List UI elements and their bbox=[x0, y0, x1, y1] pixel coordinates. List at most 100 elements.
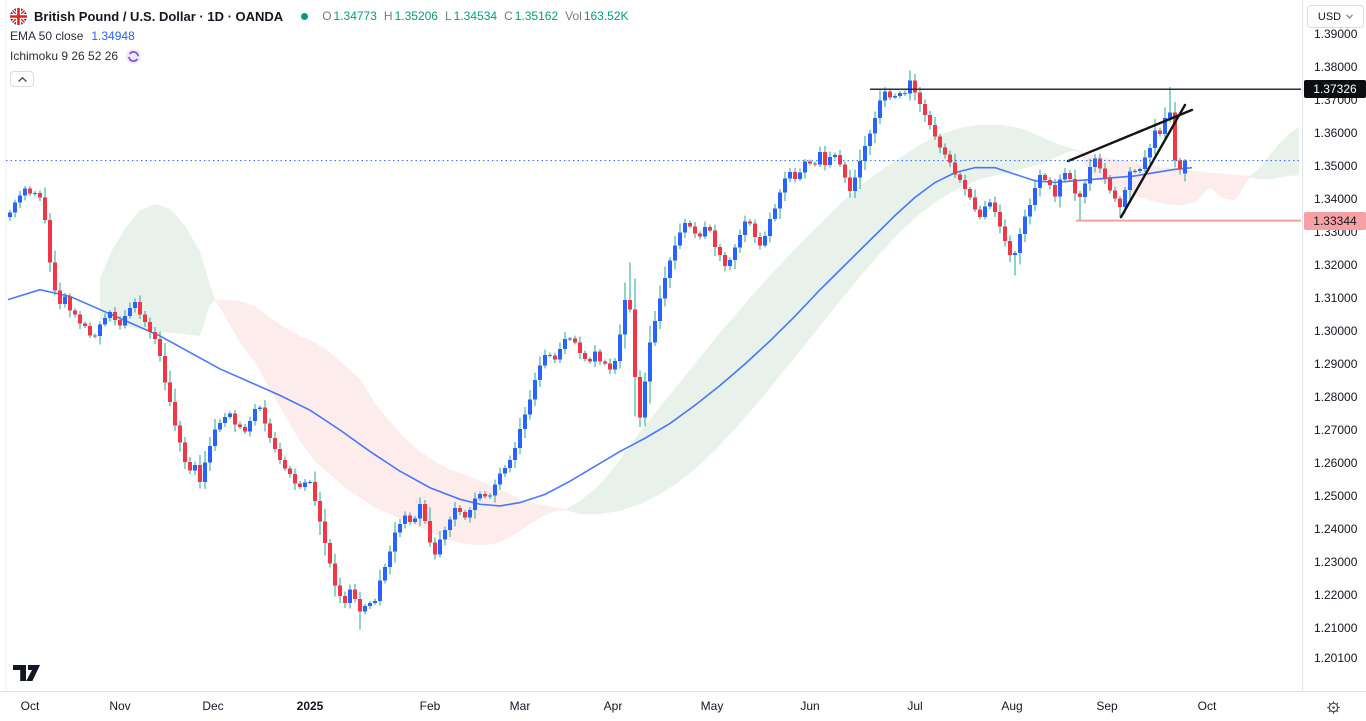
trendline[interactable] bbox=[1119, 103, 1187, 219]
trendline[interactable] bbox=[1066, 108, 1194, 163]
candle-down bbox=[993, 202, 997, 212]
candle-down bbox=[598, 351, 602, 362]
candle-up bbox=[773, 208, 777, 219]
candle-down bbox=[973, 197, 977, 210]
candle-up bbox=[643, 381, 647, 418]
ichimoku-indicator-row[interactable]: Ichimoku 9 26 52 26 bbox=[10, 46, 636, 66]
candle-up bbox=[538, 365, 542, 380]
candle-down bbox=[48, 219, 52, 263]
axis-settings-gear-icon[interactable] bbox=[1324, 698, 1342, 716]
candle-down bbox=[753, 223, 757, 237]
candle-down bbox=[198, 465, 202, 483]
candle-down bbox=[283, 460, 287, 469]
market-status-dot[interactable] bbox=[301, 12, 309, 20]
candle-up bbox=[1153, 130, 1157, 148]
candle-down bbox=[633, 309, 637, 378]
candle-up bbox=[388, 551, 392, 568]
candle-down bbox=[78, 314, 82, 324]
candle-up bbox=[383, 567, 387, 581]
candle-down bbox=[928, 115, 932, 126]
candle-down bbox=[1008, 240, 1012, 256]
time-label: Aug bbox=[1001, 699, 1023, 713]
indicator-loading-spinner-icon bbox=[126, 48, 142, 64]
close-label: C bbox=[504, 9, 513, 23]
candle-down bbox=[793, 171, 797, 180]
candle-up bbox=[453, 508, 457, 520]
candle-down bbox=[458, 508, 462, 513]
candle-down bbox=[823, 152, 827, 166]
candle-down bbox=[1103, 168, 1107, 179]
price-axis[interactable]: USD 1.39000 1.38000 1.37000 1.36000 1.35000 1… bbox=[1302, 0, 1366, 691]
ema-indicator-row[interactable]: EMA 50 close 1.34948 bbox=[10, 26, 636, 46]
candle-up bbox=[648, 342, 652, 382]
candle-up bbox=[1148, 147, 1152, 158]
candle-up bbox=[878, 100, 882, 119]
candle-down bbox=[318, 500, 322, 522]
candle-up bbox=[898, 92, 902, 96]
candle-down bbox=[948, 154, 952, 163]
ichimoku-cloud bbox=[100, 203, 215, 336]
tradingview-logo[interactable] bbox=[13, 665, 43, 683]
symbol-title[interactable]: British Pound / U.S. Dollar · 1D · OANDA bbox=[34, 8, 284, 24]
candle-down bbox=[688, 223, 692, 227]
candle-up bbox=[443, 529, 447, 540]
candle-down bbox=[88, 325, 92, 336]
candle-down bbox=[138, 301, 142, 315]
support-price-label[interactable]: 1.33344 bbox=[1304, 211, 1366, 230]
price-tick: 1.39000 bbox=[1314, 27, 1358, 41]
candle-down bbox=[243, 427, 247, 432]
candle-up bbox=[248, 421, 252, 432]
candle-down bbox=[1173, 112, 1177, 161]
ichimoku-label: Ichimoku 9 26 52 26 bbox=[10, 49, 119, 63]
price-tick: 1.36000 bbox=[1314, 126, 1358, 140]
candle-down bbox=[113, 311, 117, 320]
candle-up bbox=[518, 428, 522, 448]
candle-up bbox=[763, 235, 767, 246]
collapse-legend-button[interactable] bbox=[10, 71, 34, 87]
time-label: Mar bbox=[509, 699, 531, 713]
low-label: L bbox=[444, 9, 452, 23]
candle-down bbox=[1043, 175, 1047, 180]
candle-up bbox=[1143, 157, 1147, 170]
candle-down bbox=[273, 438, 277, 450]
candle-up bbox=[303, 482, 307, 487]
price-tick: 1.20100 bbox=[1314, 650, 1358, 665]
candle-up bbox=[1168, 112, 1172, 118]
candle-up bbox=[133, 301, 137, 308]
candle-up bbox=[523, 414, 527, 429]
resistance-price-label[interactable]: 1.37326 bbox=[1304, 80, 1366, 99]
candle-down bbox=[713, 230, 717, 248]
candle-down bbox=[978, 209, 982, 218]
candle-down bbox=[953, 162, 957, 175]
candle-up bbox=[1058, 179, 1062, 197]
candle-down bbox=[608, 363, 612, 370]
candle-down bbox=[943, 147, 947, 155]
candle-up bbox=[778, 192, 782, 209]
candle-down bbox=[1078, 193, 1082, 197]
candle-up bbox=[803, 161, 807, 173]
time-label: Apr bbox=[603, 699, 623, 713]
candle-up bbox=[378, 580, 382, 601]
candle-up bbox=[743, 221, 747, 235]
time-axis[interactable]: Oct Nov Dec 2025 Feb Mar Apr May Jun Jul Aug Sep Oct bbox=[0, 691, 1366, 721]
candle-up bbox=[868, 133, 872, 146]
candle-down bbox=[1098, 158, 1102, 169]
candle-down bbox=[1113, 190, 1117, 199]
chevron-down-icon bbox=[1346, 14, 1354, 19]
candle-down bbox=[588, 358, 592, 362]
candle-up bbox=[1033, 187, 1037, 205]
price-tick: 1.24000 bbox=[1314, 522, 1358, 536]
high-value: 1.35206 bbox=[394, 9, 438, 23]
time-label: Dec bbox=[202, 699, 224, 713]
price-tick: 1.30000 bbox=[1314, 324, 1358, 338]
currency-selector[interactable]: USD bbox=[1307, 5, 1364, 28]
price-tick: 1.25000 bbox=[1314, 489, 1358, 503]
time-label: Oct bbox=[1197, 699, 1217, 713]
candle-up bbox=[398, 524, 402, 533]
volume-value: 163.52K bbox=[583, 9, 629, 23]
candle-down bbox=[813, 163, 817, 165]
candle-down bbox=[353, 589, 357, 599]
candlestick-chart[interactable] bbox=[0, 0, 1302, 691]
candle-up bbox=[438, 539, 442, 555]
candle-up bbox=[1083, 183, 1087, 197]
